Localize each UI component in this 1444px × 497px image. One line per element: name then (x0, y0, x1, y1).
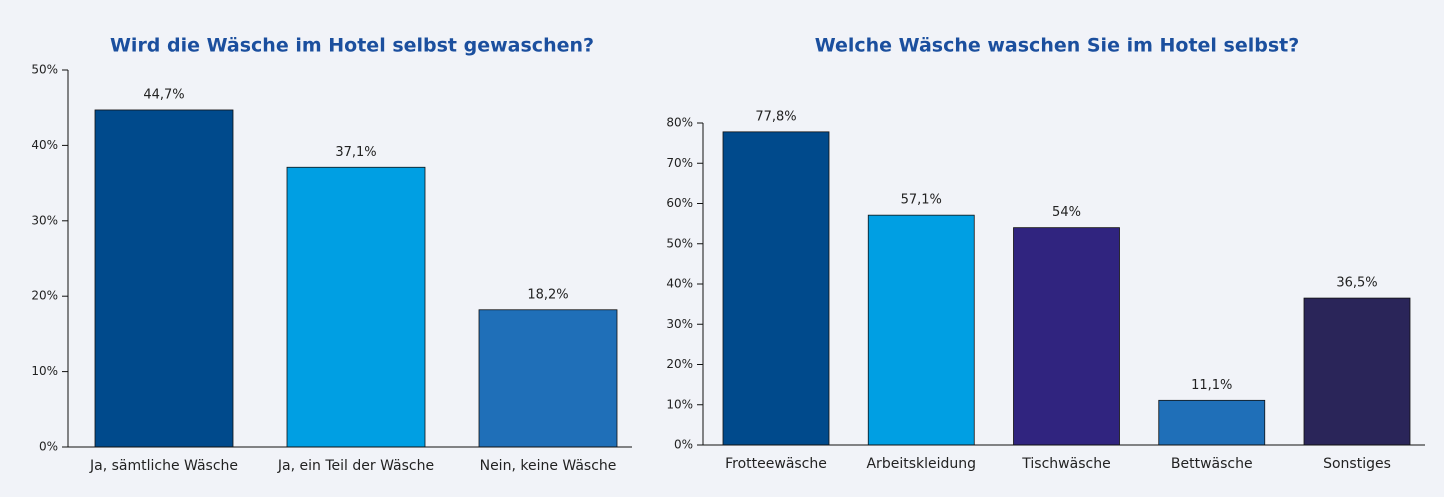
y-tick-label: 70% (666, 156, 693, 170)
x-tick-label: Arbeitskleidung (866, 456, 976, 472)
bar (1013, 227, 1120, 446)
y-tick-label: 50% (666, 236, 693, 250)
bar (1303, 297, 1411, 446)
x-tick-label: Ja, sämtliche Wäsche (89, 458, 238, 474)
x-tick-label: Bettwäsche (1171, 456, 1253, 472)
y-tick-label: 80% (666, 116, 693, 130)
bar (1158, 399, 1266, 446)
bar (94, 109, 234, 448)
value-label: 11,1% (1191, 378, 1232, 393)
value-label: 57,1% (901, 193, 942, 208)
x-tick-label: Ja, ein Teil der Wäsche (277, 458, 434, 474)
value-label: 36,5% (1336, 276, 1377, 291)
x-tick-label: Tischwäsche (1021, 456, 1110, 472)
x-tick-label: Frotteewäsche (725, 456, 827, 472)
bar (478, 309, 618, 448)
value-label: 54% (1052, 205, 1081, 220)
value-label: 44,7% (143, 87, 184, 102)
value-label: 18,2% (527, 287, 568, 302)
x-tick-label: Sonstiges (1323, 456, 1391, 472)
y-tick-label: 50% (31, 63, 58, 77)
y-tick-label: 0% (39, 440, 58, 454)
y-tick-label: 60% (666, 196, 693, 210)
chart-title: Welche Wäsche waschen Sie im Hotel selbs… (815, 35, 1300, 57)
y-tick-label: 10% (666, 397, 693, 411)
y-tick-label: 40% (31, 138, 58, 152)
y-tick-label: 0% (674, 438, 693, 452)
x-tick-label: Nein, keine Wäsche (480, 458, 617, 474)
y-tick-label: 30% (31, 213, 58, 227)
y-tick-label: 20% (31, 289, 58, 303)
chart-title: Wird die Wäsche im Hotel selbst gewasche… (110, 35, 594, 57)
value-label: 37,1% (335, 145, 376, 160)
bar (286, 166, 426, 448)
bar (722, 131, 830, 446)
bar (867, 214, 975, 446)
value-label: 77,8% (755, 109, 796, 124)
y-tick-label: 40% (666, 277, 693, 291)
y-tick-label: 10% (31, 364, 58, 378)
y-tick-label: 20% (666, 357, 693, 371)
y-tick-label: 30% (666, 317, 693, 331)
